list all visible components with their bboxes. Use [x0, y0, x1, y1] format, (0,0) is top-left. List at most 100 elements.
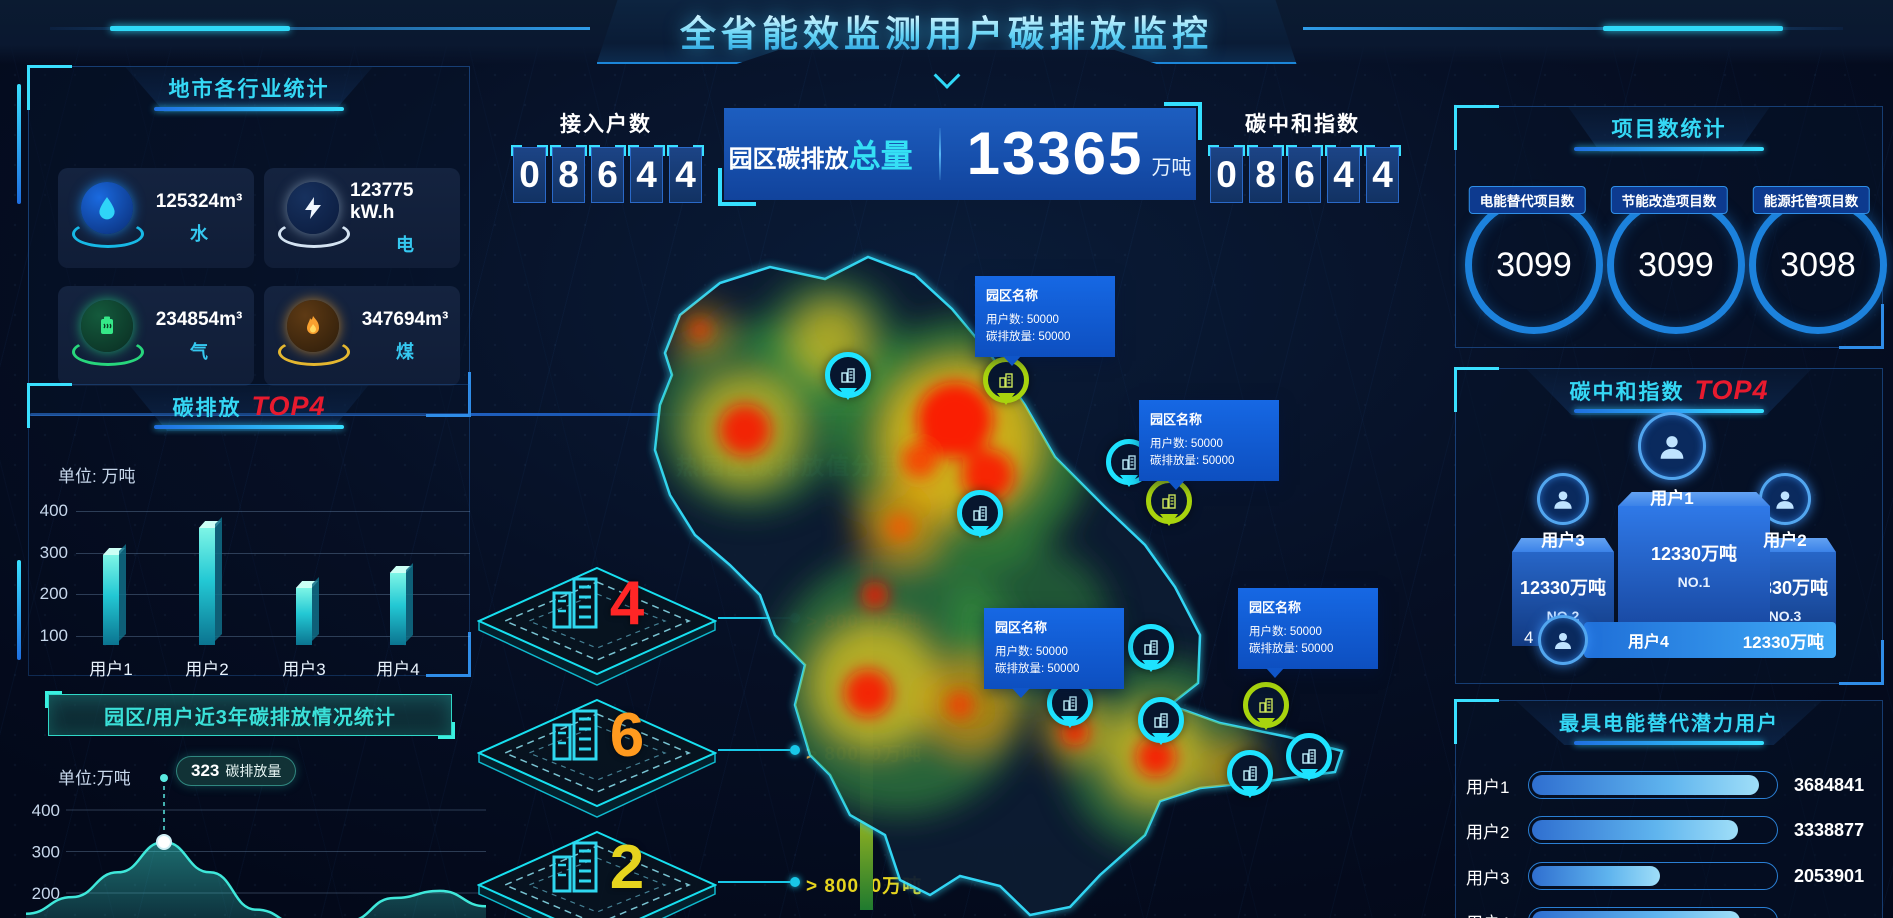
bar-gridline: 400	[40, 501, 470, 520]
panel-underline	[154, 107, 344, 111]
digit-box: 4	[667, 145, 704, 203]
connected-households-label: 接入户数	[560, 113, 652, 136]
carbon-neutral-label: 碳中和指数	[1245, 113, 1360, 136]
layer-1-label: 4	[477, 545, 717, 639]
total-emission-prefix: 园区碳排放	[728, 146, 849, 173]
bar-xlabel: 用户1	[89, 660, 133, 679]
potential-bar-1	[1528, 771, 1778, 799]
rank1-value: 12330万吨	[1650, 544, 1738, 564]
left-accent-bar-2	[17, 560, 21, 660]
bar-gridline: 300	[40, 543, 470, 562]
potential-bar-4	[1528, 907, 1778, 918]
panel-underline	[1574, 741, 1764, 745]
project-circle-2: 3099	[1607, 196, 1745, 334]
history-stats-button[interactable]: 园区/用户近3年碳排放情况统计	[45, 691, 455, 739]
bar-gridline: 100	[40, 626, 470, 645]
bar-ytick: 400	[39, 501, 68, 520]
divider	[938, 128, 941, 180]
digit-box: 4	[628, 145, 665, 203]
map-pin-building[interactable]	[1128, 624, 1174, 670]
electric-label: 电	[396, 234, 414, 255]
building-icon	[552, 841, 598, 893]
potential-row-3: 用户3 2053901	[1466, 858, 1866, 894]
gas-value: 234854m³	[155, 308, 243, 330]
potential-row-2: 用户2 3338877	[1466, 812, 1866, 848]
svg-text:200: 200	[32, 884, 60, 903]
left-accent-bar	[17, 84, 21, 204]
rank4-user: 用户4	[1628, 634, 1669, 651]
map-tooltip: 园区名称 用户数: 50000 碳排放量: 50000	[975, 276, 1115, 365]
emission-bar[interactable]	[103, 554, 119, 645]
svg-text:400: 400	[32, 801, 60, 820]
bar-xlabel: 用户3	[282, 660, 326, 679]
emission-bar[interactable]	[390, 573, 406, 645]
map-tooltip: 园区名称 用户数: 50000 碳排放量: 50000	[1238, 588, 1378, 677]
bar-xlabel: 用户4	[376, 660, 420, 679]
bar-ytick: 200	[39, 584, 68, 603]
map-pin-building[interactable]	[825, 352, 871, 398]
project-circle-3: 3098	[1749, 196, 1887, 334]
map-tooltip: 园区名称 用户数: 50000 碳排放量: 50000	[1139, 400, 1279, 489]
trend-tooltip: 323 碳排放量	[176, 756, 297, 786]
rank2-value: 12330万吨	[1519, 578, 1607, 598]
rank2-avatar	[1537, 473, 1589, 525]
layer-2-count: 6	[609, 701, 645, 771]
stat-card-electric: 123775 kW.h 电	[264, 168, 460, 268]
layer-2-label: 6	[477, 677, 717, 771]
header-banner: 全省能效监测用户碳排放监控	[0, 0, 1893, 64]
header-spark-right	[1603, 26, 1783, 31]
project-badge-1: 电能替代项目数	[1468, 186, 1586, 214]
panel-projects-title: 项目数统计	[1567, 106, 1771, 152]
total-emission-box: 园区碳排放 总量 13365 万吨	[718, 102, 1202, 206]
digit-box: 4	[1364, 145, 1401, 203]
stat-card-water: 125324m³ 水	[58, 168, 254, 268]
digit-box: 0	[511, 145, 548, 203]
rank3-rank: NO.3	[1768, 608, 1802, 624]
total-emission-highlight: 总量	[848, 138, 913, 174]
header-spark-left	[110, 26, 290, 31]
map-pin-building[interactable]	[1243, 682, 1289, 728]
gas-icon	[70, 294, 144, 378]
panel-potential-title: 最具电能替代潜力用户	[1515, 700, 1823, 745]
layer-1-count: 4	[609, 569, 645, 639]
rank1-rank: NO.1	[1677, 574, 1711, 590]
emission-bar-chart: 400 300 200 100 用户1 用户2 用户3 用户4	[30, 495, 470, 679]
project-circle-1: 3099	[1465, 196, 1603, 334]
trend-svg: 400 300 200	[26, 774, 486, 918]
potential-bar-3	[1528, 862, 1778, 890]
coal-label: 煤	[396, 341, 414, 362]
potential-row-1: 用户1 3684841	[1466, 767, 1866, 803]
map-tooltip: 园区名称 用户数: 50000 碳排放量: 50000	[984, 608, 1124, 697]
map-pin-building[interactable]	[1227, 750, 1273, 796]
header-line-left	[50, 27, 590, 30]
building-icon	[552, 577, 598, 629]
stat-card-coal: 347694m³ 煤	[264, 286, 460, 386]
trend-unit: 单位:万吨	[58, 769, 131, 788]
rank3-user: 用户2	[1763, 531, 1807, 550]
stat-card-gas: 234854m³ 气	[58, 286, 254, 386]
map-pin-building[interactable]	[957, 490, 1003, 536]
panel-industry-title: 地市各行业统计	[124, 66, 374, 112]
digit-box: 0	[1208, 145, 1245, 203]
digit-box: 8	[550, 145, 587, 203]
trend-area-chart: 400 300 200 323 碳排放量	[26, 748, 486, 918]
coal-value: 347694m³	[361, 308, 449, 330]
electric-icon	[276, 176, 350, 260]
panel-potential-users: 最具电能替代潜力用户	[1454, 699, 1883, 918]
layer-3-label: 2	[477, 809, 717, 899]
map-pin-building[interactable]	[1138, 697, 1184, 743]
total-emission-value: 13365	[966, 120, 1144, 187]
digit-box: 6	[589, 145, 626, 203]
bar-gridline: 200	[40, 584, 470, 603]
layer-2-connector	[718, 745, 800, 755]
emission-bar[interactable]	[199, 527, 215, 645]
map-pin-building[interactable]	[1286, 733, 1332, 779]
rank4-row[interactable]: 用户4 12330万吨	[1584, 622, 1836, 658]
panel-underline	[1574, 409, 1764, 413]
total-emission-unit: 万吨	[1151, 157, 1192, 179]
emission-bar[interactable]	[296, 587, 312, 645]
bar-ytick: 100	[39, 625, 68, 645]
project-badge-2: 节能改造项目数	[1610, 186, 1728, 214]
svg-text:300: 300	[32, 843, 60, 862]
